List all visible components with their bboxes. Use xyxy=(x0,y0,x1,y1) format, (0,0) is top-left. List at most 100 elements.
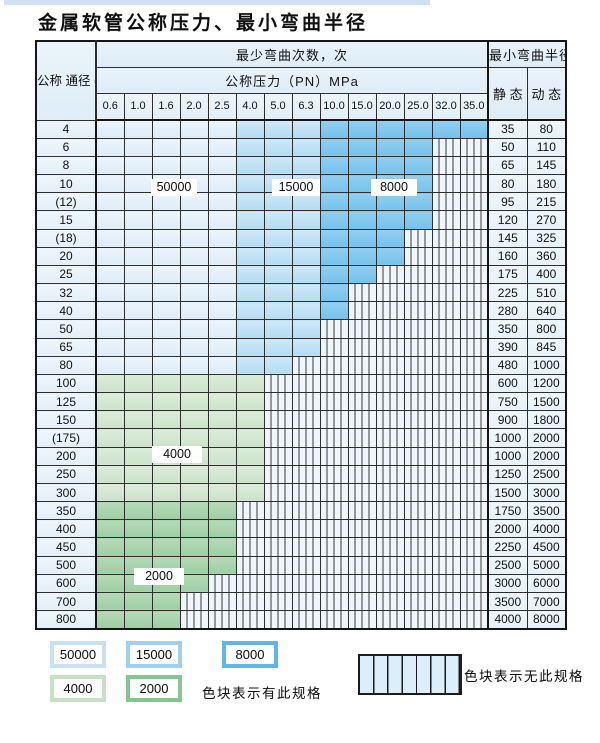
static-cell: 145 xyxy=(487,228,528,248)
spec-cell xyxy=(235,482,265,503)
spec-cell xyxy=(347,428,377,448)
spec-cell xyxy=(123,246,153,266)
dn-cell: 150 xyxy=(35,410,97,430)
dn-cell: 200 xyxy=(35,446,97,466)
spec-cell xyxy=(123,373,153,394)
spec-cell xyxy=(207,464,237,484)
static-cell: 225 xyxy=(487,283,528,303)
spec-cell xyxy=(459,537,489,557)
spec-cell xyxy=(151,337,181,357)
spec-cell xyxy=(95,373,125,394)
spec-cell xyxy=(235,210,265,230)
spec-cell xyxy=(291,392,321,412)
spec-cell xyxy=(291,301,321,321)
spec-cell xyxy=(375,537,405,557)
spec-cell xyxy=(123,301,153,321)
spec-cell xyxy=(179,119,209,139)
dynamic-cell: 2000 xyxy=(526,446,567,466)
table-row: 20 160 360 xyxy=(35,246,567,266)
static-cell: 1500 xyxy=(487,482,528,503)
spec-cell xyxy=(207,264,237,285)
spec-cell xyxy=(431,373,461,394)
dynamic-cell: 6000 xyxy=(526,573,567,593)
static-cell: 1000 xyxy=(487,446,528,466)
spec-cell xyxy=(347,210,377,230)
spec-cell xyxy=(179,428,209,448)
spec-cell xyxy=(459,337,489,357)
spec-cell xyxy=(123,137,153,157)
spec-cell xyxy=(375,301,405,321)
pressure-tick: 2.5 xyxy=(207,92,237,121)
spec-cell xyxy=(263,591,293,612)
spec-cell xyxy=(319,264,349,285)
spec-cell xyxy=(291,482,321,503)
spec-cell xyxy=(459,246,489,266)
spec-cell xyxy=(459,283,489,303)
spec-cell xyxy=(291,573,321,593)
spec-cell xyxy=(431,337,461,357)
table-row: 350 1750 3500 xyxy=(35,501,567,521)
spec-cell xyxy=(319,482,349,503)
spec-cell xyxy=(403,410,433,430)
spec-cell xyxy=(291,283,321,303)
spec-cell xyxy=(431,192,461,212)
spec-cell xyxy=(179,319,209,339)
spec-cell xyxy=(151,501,181,521)
spec-cell xyxy=(291,537,321,557)
dynamic-cell: 845 xyxy=(526,337,567,357)
spec-cell xyxy=(179,573,209,593)
spec-cell xyxy=(431,210,461,230)
spec-cell xyxy=(375,410,405,430)
spec-cell xyxy=(375,573,405,593)
radius-header: 最小弯曲半径 xyxy=(487,40,567,68)
spec-cell xyxy=(263,537,293,557)
dynamic-cell: 360 xyxy=(526,246,567,266)
spec-cell xyxy=(207,610,237,630)
spec-cell xyxy=(95,155,125,176)
spec-cell xyxy=(235,264,265,285)
spec-cell xyxy=(403,137,433,157)
spec-cell xyxy=(403,355,433,375)
dynamic-cell: 1200 xyxy=(526,373,567,394)
spec-cell xyxy=(291,246,321,266)
spec-cell xyxy=(347,537,377,557)
spec-cell xyxy=(95,482,125,503)
spec-cell xyxy=(291,464,321,484)
spec-cell xyxy=(235,591,265,612)
spec-cell xyxy=(123,482,153,503)
table-row: 50 350 800 xyxy=(35,319,567,339)
spec-cell xyxy=(263,464,293,484)
spec-cell xyxy=(319,137,349,157)
spec-cell xyxy=(95,591,125,612)
spec-cell xyxy=(403,264,433,285)
table-row: (12) 95 215 xyxy=(35,192,567,212)
static-cell: 600 xyxy=(487,373,528,394)
spec-cell xyxy=(263,228,293,248)
static-cell: 1000 xyxy=(487,428,528,448)
spec-cell xyxy=(291,155,321,176)
dn-cell: (18) xyxy=(35,228,97,248)
table-row: 125 750 1500 xyxy=(35,392,567,412)
spec-cell xyxy=(319,410,349,430)
spec-cell xyxy=(403,210,433,230)
spec-cell xyxy=(95,555,125,575)
static-cell: 35 xyxy=(487,119,528,139)
spec-cell xyxy=(179,283,209,303)
spec-cell xyxy=(207,228,237,248)
spec-cell xyxy=(347,519,377,539)
spec-cell xyxy=(319,283,349,303)
legend-chip: 15000 xyxy=(126,641,182,668)
top-strip-decoration xyxy=(4,0,430,5)
pressure-tick: 10.0 xyxy=(319,92,349,121)
spec-cell xyxy=(291,210,321,230)
spec-cell xyxy=(95,283,125,303)
spec-cell xyxy=(347,246,377,266)
spec-cell xyxy=(123,319,153,339)
spec-cell xyxy=(207,337,237,357)
spec-cell xyxy=(403,228,433,248)
spec-cell xyxy=(459,591,489,612)
spec-cell xyxy=(263,119,293,139)
spec-cell xyxy=(375,519,405,539)
pressure-header: 公称压力（PN）MPa xyxy=(95,66,489,94)
static-cell: 4000 xyxy=(487,610,528,630)
